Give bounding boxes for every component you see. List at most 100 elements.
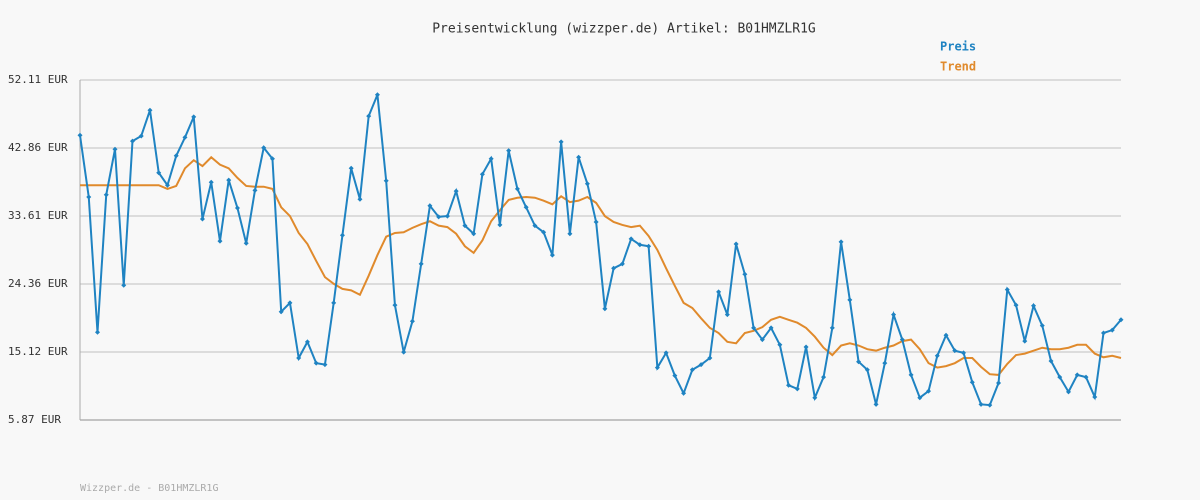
point-marker [803, 344, 809, 350]
point-marker [558, 139, 564, 145]
point-marker [453, 188, 459, 194]
point-marker [1074, 372, 1080, 378]
point-marker [418, 261, 424, 267]
point-marker [1013, 302, 1019, 308]
footer: Wizzper.de - B01HMZLR1G [80, 483, 218, 494]
point-marker [86, 194, 92, 200]
point-marker [182, 134, 188, 140]
point-marker [514, 186, 520, 192]
point-marker [1083, 374, 1089, 380]
point-marker [1066, 389, 1072, 395]
point-marker [479, 171, 485, 177]
point-marker [261, 145, 267, 151]
point-marker [663, 350, 669, 356]
point-marker [383, 178, 389, 184]
point-marker [1101, 330, 1107, 336]
point-marker [348, 165, 354, 171]
point-marker [304, 339, 310, 345]
point-marker [1022, 338, 1028, 344]
point-marker [917, 395, 923, 401]
point-marker [1118, 317, 1124, 323]
point-marker [882, 360, 888, 366]
point-marker [164, 182, 170, 188]
point-marker [94, 329, 100, 335]
point-marker [541, 229, 547, 235]
point-marker [838, 239, 844, 245]
point-marker [226, 177, 232, 183]
point-marker [497, 222, 503, 228]
point-marker [243, 240, 249, 246]
point-marker [462, 223, 468, 229]
y-tick-label: 42.86 EUR [8, 141, 68, 154]
point-marker [1004, 287, 1010, 293]
point-marker [322, 362, 328, 368]
point-marker [313, 360, 319, 366]
legend-label: Preis [940, 40, 976, 54]
point-marker [611, 265, 617, 271]
point-marker [751, 325, 757, 331]
point-marker [812, 395, 818, 401]
point-marker [873, 401, 879, 407]
point-marker [891, 312, 897, 318]
point-marker [427, 203, 433, 209]
point-marker [129, 138, 135, 144]
point-marker [576, 154, 582, 160]
point-marker [269, 156, 275, 162]
point-marker [532, 223, 538, 229]
point-marker [121, 282, 127, 288]
point-marker [969, 379, 975, 385]
point-marker [768, 325, 774, 331]
y-tick-label: 15.12 EUR [8, 345, 68, 358]
point-marker [908, 372, 914, 378]
point-marker [199, 216, 205, 222]
point-marker [103, 192, 109, 198]
point-marker [899, 337, 905, 343]
point-marker [401, 349, 407, 355]
point-marker [777, 342, 783, 348]
point-marker [786, 382, 792, 388]
point-marker [847, 297, 853, 303]
chart-title: Preisentwicklung (wizzper.de) Artikel: B… [432, 22, 816, 37]
point-marker [444, 213, 450, 219]
point-marker [864, 367, 870, 373]
point-marker [549, 252, 555, 258]
point-marker [593, 219, 599, 225]
point-marker [1109, 327, 1115, 333]
point-marker [217, 238, 223, 244]
point-marker [1057, 374, 1063, 380]
point-marker [637, 242, 643, 248]
point-marker [978, 401, 984, 407]
point-marker [1092, 394, 1098, 400]
point-marker [1039, 323, 1045, 329]
point-marker [112, 146, 118, 152]
point-marker [716, 289, 722, 295]
legend-label: Trend [940, 60, 976, 74]
point-marker [366, 113, 372, 119]
series-line [80, 155, 1122, 376]
point-marker [934, 353, 940, 359]
point-marker [619, 261, 625, 267]
point-marker [926, 388, 932, 394]
point-marker [759, 337, 765, 343]
point-marker [173, 153, 179, 159]
point-marker [357, 196, 363, 202]
point-marker [628, 236, 634, 242]
point-marker [961, 350, 967, 356]
point-marker [374, 92, 380, 98]
point-marker [698, 362, 704, 368]
point-marker [77, 132, 83, 138]
point-marker [821, 374, 827, 380]
point-marker [287, 300, 293, 306]
point-marker [724, 312, 730, 318]
point-marker [1048, 358, 1054, 364]
point-marker [856, 359, 862, 365]
point-marker [523, 204, 529, 210]
point-marker [584, 181, 590, 187]
y-tick-label: 33.61 EUR [8, 209, 68, 222]
point-marker [339, 232, 345, 238]
point-marker [409, 318, 415, 324]
point-marker [234, 205, 240, 211]
point-marker [296, 355, 302, 361]
